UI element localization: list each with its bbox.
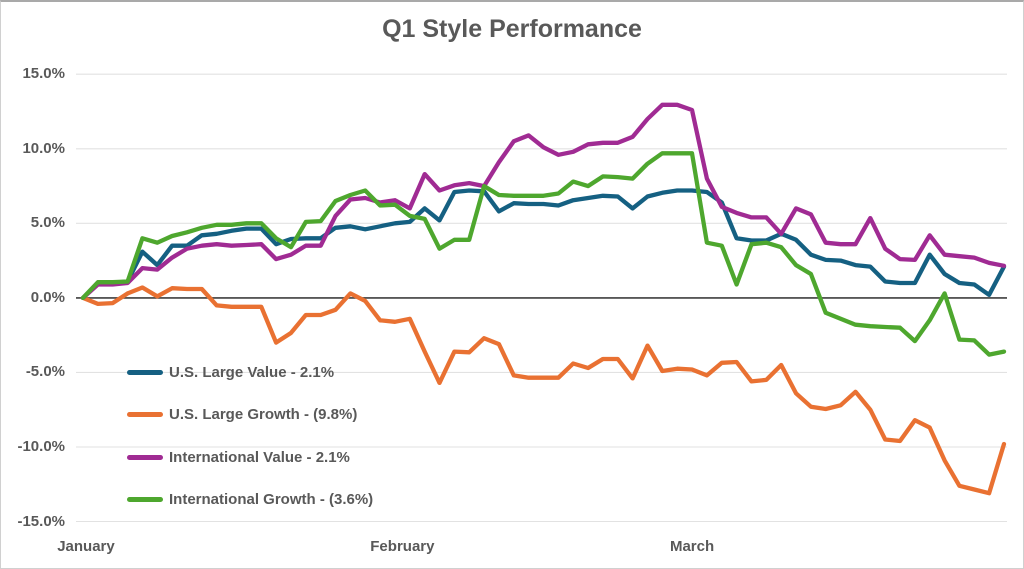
y-axis-tick-label: -15.0% bbox=[17, 512, 65, 530]
y-axis-tick-label: 15.0% bbox=[22, 65, 65, 83]
x-axis-month-label: January bbox=[57, 538, 115, 555]
legend-line-swatch bbox=[127, 412, 163, 417]
legend-line-swatch bbox=[127, 369, 163, 375]
y-axis: 15.0% 10.0% 5.0% 0.0% -5.0% -10.0% -15.0% bbox=[1, 2, 65, 568]
chart-title: Q1 Style Performance bbox=[382, 15, 642, 43]
legend-label: International Growth - (3.6%) bbox=[169, 491, 374, 508]
x-axis-month-label: February bbox=[370, 538, 435, 555]
y-axis-tick-label: 10.0% bbox=[22, 139, 65, 157]
legend-item-international-growth: International Growth - (3.6%) bbox=[127, 490, 373, 510]
legend-label: U.S. Large Growth - (9.8%) bbox=[169, 406, 358, 423]
x-axis-month-label: March bbox=[669, 538, 715, 555]
series-line-international-growth bbox=[80, 151, 1007, 357]
y-axis-tick-label: -5.0% bbox=[25, 363, 65, 381]
legend-item-us-large-value: U.S. Large Value - 2.1% bbox=[127, 362, 373, 382]
series-line-us-large-value bbox=[80, 188, 1007, 301]
y-axis-tick-label: 0.0% bbox=[30, 289, 65, 307]
y-axis-tick-label: -10.0% bbox=[17, 438, 65, 456]
legend-label: International Value - 2.1% bbox=[169, 448, 350, 466]
legend: U.S. Large Value - 2.1% U.S. Large Growt… bbox=[127, 362, 373, 532]
legend-label: U.S. Large Value - 2.1% bbox=[169, 363, 335, 381]
legend-item-us-large-growth: U.S. Large Growth - (9.8%) bbox=[127, 405, 373, 425]
series-line-us-large-growth bbox=[80, 285, 1007, 496]
x-axis: January February March bbox=[1, 538, 1023, 562]
legend-item-international-value: International Value - 2.1% bbox=[127, 447, 373, 467]
y-axis-tick-label: 5.0% bbox=[30, 214, 65, 232]
legend-line-swatch bbox=[127, 497, 163, 502]
series-line-international-value bbox=[80, 102, 1007, 301]
legend-line-swatch bbox=[127, 454, 163, 460]
